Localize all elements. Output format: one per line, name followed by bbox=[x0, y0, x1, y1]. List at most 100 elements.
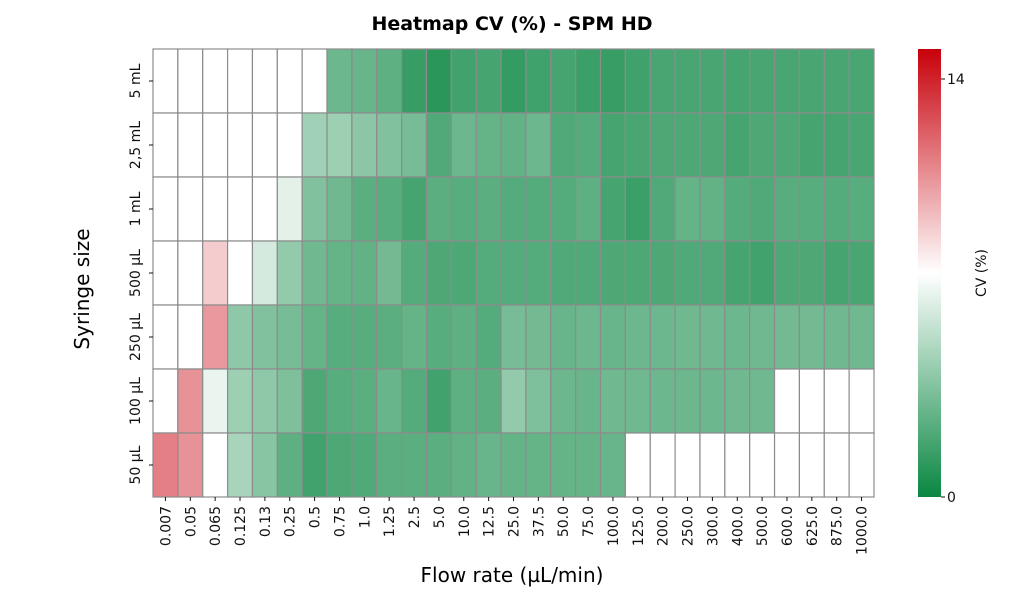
heatmap-cell bbox=[500, 48, 527, 114]
heatmap-cell bbox=[401, 432, 428, 498]
heatmap-cell bbox=[226, 432, 254, 498]
heatmap-cell bbox=[724, 112, 751, 178]
heatmap-cell bbox=[301, 304, 328, 370]
x-tick-label: 875.0 bbox=[830, 506, 846, 546]
heatmap-cell bbox=[376, 368, 403, 434]
heatmap-cell bbox=[401, 368, 428, 434]
heatmap-cell bbox=[749, 432, 776, 498]
heatmap-cell bbox=[351, 304, 378, 370]
heatmap-cell bbox=[276, 368, 303, 434]
heatmap-cell bbox=[624, 304, 651, 370]
chart-title: Heatmap CV (%) - SPM HD bbox=[371, 13, 652, 35]
heatmap-cell bbox=[724, 48, 751, 114]
heatmap-cell bbox=[177, 48, 204, 114]
heatmap-cell bbox=[749, 240, 776, 306]
x-tick-label: 0.75 bbox=[332, 506, 348, 537]
heatmap-cell bbox=[326, 304, 353, 370]
heatmap-cell bbox=[649, 176, 676, 242]
heatmap-cell bbox=[500, 368, 527, 434]
heatmap-cell bbox=[674, 112, 701, 178]
heatmap-cell bbox=[475, 240, 502, 306]
x-tick-label: 5.0 bbox=[432, 506, 448, 528]
heatmap-cell bbox=[152, 240, 179, 306]
heatmap-cell bbox=[599, 112, 626, 178]
heatmap-cell bbox=[699, 368, 726, 434]
heatmap-cell bbox=[177, 368, 204, 434]
heatmap-cell bbox=[575, 432, 602, 498]
heatmap-cell bbox=[773, 112, 801, 178]
heatmap-cell bbox=[798, 240, 825, 306]
heatmap-cell bbox=[848, 176, 875, 242]
heatmap-cell bbox=[177, 112, 204, 178]
heatmap-cell bbox=[226, 176, 254, 242]
heatmap-cell bbox=[575, 368, 602, 434]
heatmap-cell bbox=[450, 48, 477, 114]
heatmap-cell bbox=[575, 48, 602, 114]
x-tick-label: 1000.0 bbox=[855, 506, 871, 555]
heatmap-cell bbox=[425, 240, 452, 306]
heatmap-cell bbox=[823, 432, 850, 498]
heatmap-cell bbox=[798, 432, 825, 498]
heatmap-cell bbox=[798, 368, 825, 434]
heatmap-cell bbox=[152, 112, 179, 178]
colorbar-tick-max: 14 bbox=[947, 72, 965, 88]
heatmap-cell bbox=[152, 176, 179, 242]
heatmap-cell bbox=[202, 48, 229, 114]
heatmap-cell bbox=[624, 48, 651, 114]
heatmap-cell bbox=[475, 176, 502, 242]
heatmap-cell bbox=[749, 112, 776, 178]
heatmap-cell bbox=[525, 112, 552, 178]
heatmap-cell bbox=[276, 112, 303, 178]
heatmap-cell bbox=[773, 48, 801, 114]
heatmap-cell bbox=[773, 240, 801, 306]
heatmap-cell bbox=[425, 368, 452, 434]
heatmap-cell bbox=[177, 432, 204, 498]
heatmap-cell bbox=[674, 48, 701, 114]
heatmap-cell bbox=[500, 176, 527, 242]
heatmap-cell bbox=[301, 112, 328, 178]
x-tick-label: 10.0 bbox=[457, 506, 473, 537]
x-tick-label: 250.0 bbox=[681, 506, 697, 546]
x-tick-label: 50.0 bbox=[556, 506, 572, 537]
heatmap-cell bbox=[550, 240, 577, 306]
heatmap-cell bbox=[202, 304, 229, 370]
heatmap-cell bbox=[500, 304, 527, 370]
heatmap-cell bbox=[450, 432, 477, 498]
heatmap-cell bbox=[525, 176, 552, 242]
y-tick-label: 5 mL bbox=[128, 63, 144, 98]
heatmap-cell bbox=[301, 368, 328, 434]
heatmap-cell bbox=[425, 176, 452, 242]
heatmap-cell bbox=[251, 48, 278, 114]
colorbar-label: CV (%) bbox=[974, 249, 990, 297]
heatmap-cell bbox=[475, 304, 502, 370]
y-tick-label: 100 µL bbox=[128, 377, 144, 425]
heatmap-cell bbox=[599, 48, 626, 114]
x-tick-label: 625.0 bbox=[805, 506, 821, 546]
heatmap-cell bbox=[251, 368, 278, 434]
heatmap-cell bbox=[624, 112, 651, 178]
heatmap-cell bbox=[301, 48, 328, 114]
heatmap-cell bbox=[749, 304, 776, 370]
heatmap-cell bbox=[202, 112, 229, 178]
heatmap-cell bbox=[376, 240, 403, 306]
y-tick-label: 2,5 mL bbox=[128, 121, 144, 169]
heatmap-cell bbox=[276, 304, 303, 370]
heatmap-cell bbox=[251, 432, 278, 498]
heatmap-cell bbox=[202, 368, 229, 434]
heatmap-cell bbox=[401, 176, 428, 242]
heatmap-cell bbox=[376, 112, 403, 178]
x-tick-label: 25.0 bbox=[507, 506, 523, 537]
x-tick-label: 125.0 bbox=[631, 506, 647, 546]
x-tick-label: 0.25 bbox=[283, 506, 299, 537]
heatmap-cell bbox=[749, 368, 776, 434]
heatmap-cell bbox=[599, 176, 626, 242]
y-axis-label: Syringe size bbox=[70, 228, 94, 349]
heatmap-cell bbox=[699, 432, 726, 498]
x-tick-label: 75.0 bbox=[581, 506, 597, 537]
y-tick-label: 1 mL bbox=[128, 191, 144, 226]
x-tick-label: 0.125 bbox=[233, 506, 249, 546]
heatmap-cell bbox=[226, 240, 254, 306]
heatmap-cell bbox=[624, 176, 651, 242]
heatmap-cell bbox=[823, 176, 850, 242]
heatmap-cell bbox=[202, 176, 229, 242]
